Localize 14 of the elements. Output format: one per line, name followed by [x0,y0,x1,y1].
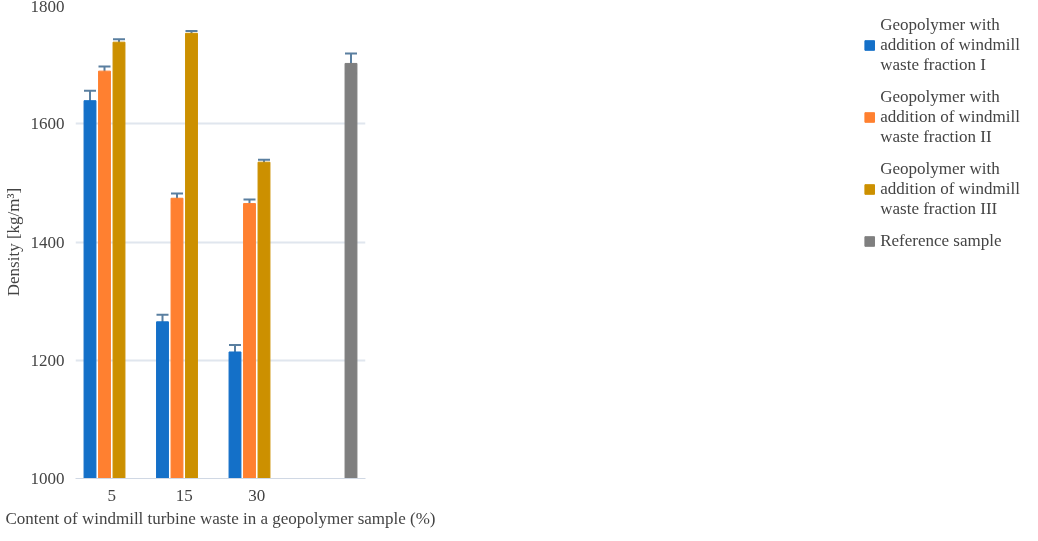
legend-label: Geopolymer with addition of windmill waste fraction I [880,15,1020,75]
legend-label: Reference sample [880,231,1002,251]
y-tick-label: 1400 [30,232,65,252]
x-tick-label: 15 [175,485,193,505]
x-tick-label: 5 [107,485,116,505]
legend-label: Geopolymer with addition of windmill waste fraction III [880,159,1020,219]
y-tick-label: 1200 [30,350,65,370]
x-tick-label: 30 [248,485,266,505]
x-axis-title: Content of windmill turbine waste in a geopolymer sample (%) [5,508,436,528]
y-axis-title: Density [kg/m³] [3,187,23,297]
y-tick-label: 1000 [30,469,65,488]
y-tick-label: 1800 [30,0,65,16]
legend-label: Geopolymer with addition of windmill waste fraction II [880,87,1020,147]
y-tick-label: 1600 [30,114,65,134]
